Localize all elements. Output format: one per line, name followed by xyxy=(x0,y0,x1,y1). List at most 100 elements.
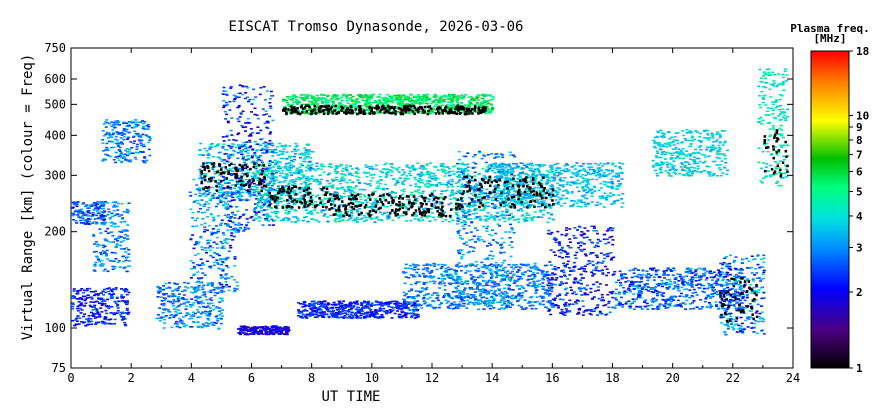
echo-point xyxy=(108,122,111,125)
echo-point xyxy=(379,170,383,173)
echo-point xyxy=(342,203,346,206)
echo-point xyxy=(383,302,387,304)
echo-point xyxy=(299,94,303,96)
echo-point xyxy=(345,181,349,184)
echo-point xyxy=(456,99,460,101)
echo-point xyxy=(90,323,94,326)
echo-point xyxy=(91,203,95,206)
echo-point xyxy=(337,107,341,109)
echo-point xyxy=(243,226,247,229)
echo-point xyxy=(177,305,181,307)
echo-point xyxy=(138,140,142,142)
echo-point xyxy=(415,199,419,202)
echo-point xyxy=(485,100,489,102)
echo-point xyxy=(231,153,234,156)
echo-point xyxy=(267,333,271,336)
echo-point xyxy=(358,207,362,210)
echo-point xyxy=(413,304,417,306)
echo-point xyxy=(267,197,271,199)
echo-point xyxy=(338,220,341,223)
echo-point xyxy=(97,259,101,261)
echo-point xyxy=(404,307,408,309)
echo-point xyxy=(195,188,199,191)
echo-point xyxy=(338,300,342,303)
echo-point xyxy=(355,204,359,206)
echo-point xyxy=(448,95,452,98)
echo-point xyxy=(373,99,377,102)
echo-point xyxy=(267,220,271,222)
echo-point xyxy=(405,175,409,177)
echo-point xyxy=(233,214,237,216)
echo-point xyxy=(213,291,217,294)
echo-point xyxy=(219,200,223,202)
echo-point xyxy=(241,198,245,201)
echo-point xyxy=(330,185,334,188)
echo-point xyxy=(195,289,199,292)
echo-point xyxy=(446,107,450,109)
echo-point xyxy=(224,273,228,275)
echo-point xyxy=(98,228,102,230)
echo-point xyxy=(535,182,539,185)
echo-point xyxy=(413,200,417,202)
echo-point xyxy=(270,172,274,175)
echo-point xyxy=(115,139,119,141)
echo-point xyxy=(272,224,275,226)
echo-point xyxy=(257,190,261,193)
echo-point xyxy=(414,212,418,214)
echo-point xyxy=(111,234,115,237)
echo-point xyxy=(100,213,104,216)
echo-point xyxy=(255,186,259,189)
echo-point xyxy=(120,202,124,205)
echo-point xyxy=(382,102,386,105)
echo-point xyxy=(350,210,353,212)
echo-point xyxy=(335,98,339,100)
echo-point xyxy=(193,243,197,246)
echo-point xyxy=(173,300,177,303)
echo-point xyxy=(485,215,489,218)
echo-point xyxy=(271,119,275,122)
echo-point xyxy=(394,304,398,306)
echo-point xyxy=(240,153,244,156)
echo-point xyxy=(239,113,243,115)
echo-point xyxy=(273,159,277,162)
echo-point xyxy=(222,247,226,250)
echo-point xyxy=(320,168,324,171)
echo-point xyxy=(255,150,258,152)
echo-point xyxy=(240,195,244,197)
echo-point xyxy=(369,104,372,106)
echo-point xyxy=(148,137,152,140)
echo-point xyxy=(227,139,231,141)
echo-point xyxy=(209,254,213,257)
echo-point xyxy=(411,166,415,168)
echo-point xyxy=(447,97,451,100)
echo-point xyxy=(441,104,445,106)
echo-point xyxy=(402,94,405,96)
echo-point xyxy=(90,297,94,299)
echo-point xyxy=(399,104,402,107)
echo-point xyxy=(388,311,392,314)
echo-point xyxy=(443,190,447,192)
echo-point xyxy=(106,137,110,139)
echo-point xyxy=(235,180,239,183)
echo-point xyxy=(210,143,214,145)
echo-point xyxy=(232,163,236,166)
echo-point xyxy=(312,96,316,98)
echo-point xyxy=(225,277,229,279)
echo-point xyxy=(82,202,86,204)
echo-point xyxy=(122,248,126,250)
echo-point xyxy=(116,240,120,242)
echo-point xyxy=(92,235,96,237)
echo-point xyxy=(237,217,241,220)
echo-point xyxy=(87,319,91,322)
echo-point xyxy=(79,302,83,304)
echo-point xyxy=(370,96,374,99)
echo-point xyxy=(297,176,301,179)
echo-point xyxy=(256,205,260,208)
echo-point xyxy=(314,195,318,198)
echo-point xyxy=(100,259,104,262)
echo-point xyxy=(210,282,214,284)
echo-point xyxy=(88,304,92,307)
echo-point xyxy=(87,317,91,320)
echo-point xyxy=(385,93,389,96)
echo-point xyxy=(223,239,227,241)
